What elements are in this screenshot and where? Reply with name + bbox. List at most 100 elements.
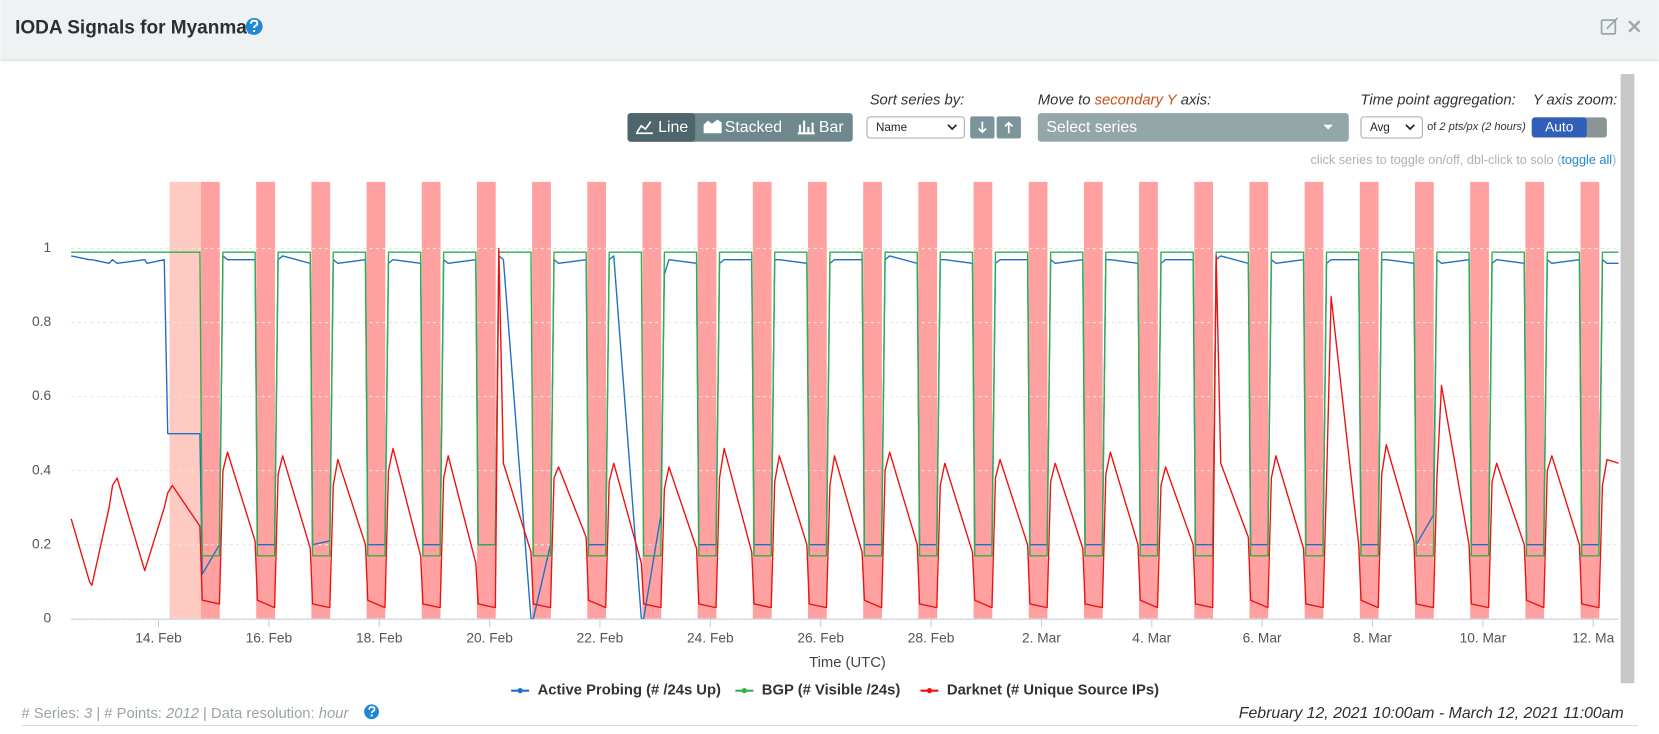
sort-label: Sort series by: (870, 92, 965, 108)
outage-band (697, 181, 717, 619)
outage-band (366, 181, 386, 619)
label-highlight: secondary Y (1095, 92, 1178, 108)
outage-band (1194, 181, 1214, 619)
y-tick-label: 0.2 (32, 536, 51, 551)
x-tick-label: 6. Mar (1243, 630, 1282, 645)
outage-band (1359, 181, 1379, 619)
stat-value: 2012 (165, 706, 200, 722)
stacked-icon (703, 119, 722, 134)
line-button-label[interactable]: Line (658, 119, 688, 136)
axes: 0 0.2 0.4 0.6 0.8 1 14. Feb 16. Feb 18. Feb 20. F… (32, 240, 1619, 645)
label-part: axis: (1181, 92, 1211, 108)
series-line (70, 247, 1619, 609)
hint-part: click series to toggle on/off, dbl-click… (1311, 153, 1563, 167)
legend-item[interactable]: Active Probing (# /24s Up) (511, 683, 721, 699)
bar-icon (797, 120, 815, 135)
header-bar (0, 0, 1659, 61)
y-tick-label: 0 (43, 610, 51, 625)
x-tick-label: 12. Ma (1572, 630, 1614, 645)
series-line (71, 255, 1619, 620)
secondary-series-select[interactable] (1037, 113, 1349, 142)
outage-band (1525, 181, 1545, 619)
x-tick-label: 28. Feb (908, 630, 955, 645)
panel-title: IODA Signals for Myanmar (15, 18, 255, 39)
y-tick-label: 0.6 (32, 388, 51, 403)
outage-bands (169, 181, 1600, 619)
outage-band (808, 181, 827, 619)
aggregation-note: of 2 pts/px (2 hours) (1427, 121, 1526, 133)
arrow-down-icon (978, 121, 987, 134)
outage-band (918, 181, 938, 619)
x-tick-label: 22. Feb (577, 630, 624, 645)
edit-icon[interactable] (1600, 17, 1619, 35)
outage-band (311, 181, 331, 619)
legend-marker (926, 687, 933, 694)
legend-label[interactable]: Active Probing (# /24s Up) (538, 683, 721, 699)
zoom-value[interactable]: Auto (1545, 120, 1574, 135)
note-part: 2 pts/px (1438, 121, 1478, 133)
help-icon[interactable] (364, 704, 379, 720)
series-hint: click series to toggle on/off, dbl-click… (1311, 153, 1617, 167)
legend-label[interactable]: BGP (# Visible /24s) (762, 683, 901, 699)
note-part: (2 hours) (1481, 121, 1526, 133)
grid (71, 248, 1619, 620)
legend: Active Probing (# /24s Up) BGP (# Visible… (511, 683, 1159, 699)
outage-band (256, 181, 275, 619)
sort-select[interactable] (866, 116, 965, 139)
aggregation-value[interactable]: Avg (1370, 121, 1390, 134)
select-caret (1323, 124, 1333, 130)
x-tick-label: 18. Feb (356, 630, 403, 645)
scrollbar[interactable] (1620, 74, 1635, 684)
x-tick-label: 4. Mar (1132, 630, 1171, 645)
stat-value: 3 (84, 706, 93, 722)
y-tick-label: 0.4 (32, 462, 51, 477)
stat-value: hour (319, 706, 350, 722)
x-tick-label: 10. Mar (1460, 630, 1507, 645)
outage-band (587, 181, 607, 619)
outage-band (973, 181, 993, 619)
x-tick-label: 24. Feb (687, 630, 734, 645)
stat-label: | # Points: (96, 706, 162, 722)
select-caret (1405, 124, 1415, 131)
x-axis-title: Time (UTC) (809, 655, 886, 671)
x-tick-label: 14. Feb (135, 630, 182, 645)
bar-button-label[interactable]: Bar (819, 119, 844, 136)
hint-part: ) (1612, 153, 1616, 167)
zoom-toggle-on[interactable] (1531, 117, 1587, 138)
outage-band (1083, 181, 1103, 619)
arrow-up-icon (1004, 121, 1014, 134)
outage-band (642, 181, 662, 619)
close-icon[interactable] (1628, 20, 1641, 33)
stacked-button-label[interactable]: Stacked (725, 119, 782, 136)
line-icon (635, 121, 653, 135)
help-icon[interactable] (245, 17, 263, 35)
series-line (71, 251, 1619, 557)
aggregation-select[interactable] (1360, 116, 1423, 139)
x-tick-label: 2. Mar (1022, 630, 1061, 645)
y-tick-label: 1 (43, 240, 51, 255)
sort-select-value[interactable]: Name (876, 121, 907, 134)
outage-band (1249, 181, 1269, 619)
outage-band (1304, 181, 1324, 619)
legend-item[interactable]: BGP (# Visible /24s) (735, 683, 900, 699)
legend-marker (517, 687, 523, 694)
x-tick-label: 16. Feb (246, 630, 293, 645)
series-lines (70, 247, 1619, 620)
stat-label: | Data resolution: (203, 706, 315, 722)
y-tick-label: 0.8 (32, 314, 51, 329)
line-button[interactable] (627, 113, 696, 142)
label-part: Move to (1038, 92, 1091, 108)
secondary-select-placeholder[interactable]: Select series (1046, 119, 1137, 136)
footer-stats: # Series: 3 | # Points: 2012 | Data reso… (21, 706, 349, 722)
outage-band (1580, 181, 1600, 619)
stat-label: # Series: (21, 706, 79, 722)
legend-item[interactable]: Darknet (# Unique Source IPs) (920, 683, 1159, 699)
note-part: of (1427, 121, 1437, 133)
legend-label[interactable]: Darknet (# Unique Source IPs) (947, 683, 1159, 699)
toggle-all-link[interactable]: toggle all (1561, 153, 1612, 167)
outage-band (421, 181, 441, 619)
select-caret (947, 124, 958, 131)
time-range: February 12, 2021 10:00am - March 12, 20… (1239, 705, 1624, 722)
outage-band (1470, 181, 1489, 619)
secondary-axis-label: Move to secondary Y axis: (1038, 92, 1211, 108)
